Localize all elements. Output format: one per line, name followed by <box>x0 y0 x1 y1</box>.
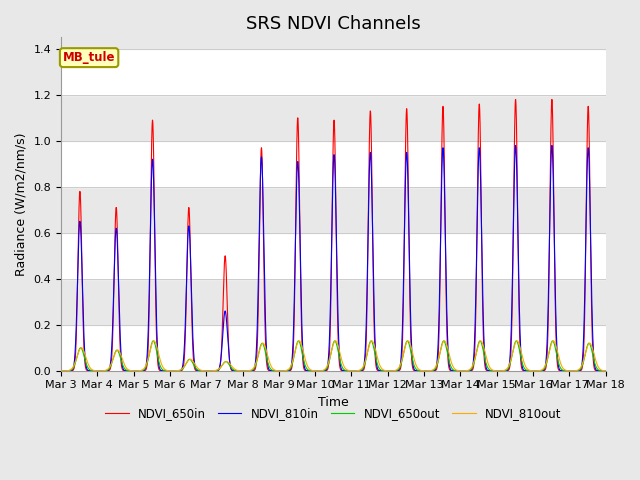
Bar <box>61 233 605 279</box>
Line: NDVI_650out: NDVI_650out <box>61 341 605 371</box>
NDVI_810in <box>548 143 556 148</box>
NDVI_810out <box>602 368 609 373</box>
NDVI_650out <box>261 347 269 353</box>
NDVI_650in <box>602 368 609 373</box>
NDVI_650out <box>486 367 493 373</box>
NDVI_650in <box>486 368 493 373</box>
Bar <box>61 325 605 371</box>
NDVI_810out <box>408 349 416 355</box>
NDVI_650in <box>600 368 607 373</box>
Bar <box>61 187 605 233</box>
Bar <box>61 95 605 141</box>
NDVI_650out <box>602 368 609 373</box>
NDVI_650in <box>261 317 269 323</box>
NDVI_650in <box>408 363 416 369</box>
NDVI_650in <box>173 368 181 373</box>
NDVI_650in <box>548 96 556 102</box>
NDVI_810out <box>550 338 557 344</box>
NDVI_810in <box>486 368 493 373</box>
Bar <box>61 37 605 49</box>
NDVI_810out <box>486 364 493 370</box>
NDVI_810in <box>168 368 175 373</box>
Legend: NDVI_650in, NDVI_810in, NDVI_650out, NDVI_810out: NDVI_650in, NDVI_810in, NDVI_650out, NDV… <box>100 402 566 425</box>
NDVI_810out <box>57 368 65 373</box>
X-axis label: Time: Time <box>318 396 349 409</box>
NDVI_650in <box>168 368 175 373</box>
NDVI_650out <box>173 368 181 373</box>
NDVI_650out <box>408 356 416 362</box>
Line: NDVI_650in: NDVI_650in <box>61 99 605 371</box>
NDVI_650out <box>600 368 607 373</box>
NDVI_650out <box>548 338 556 344</box>
NDVI_810in <box>57 368 65 373</box>
NDVI_650in <box>57 368 65 373</box>
NDVI_810out <box>600 368 607 373</box>
Bar <box>61 49 605 95</box>
NDVI_650out <box>168 368 175 373</box>
Text: MB_tule: MB_tule <box>63 51 115 64</box>
NDVI_810in <box>261 294 269 300</box>
NDVI_650out <box>57 368 65 373</box>
Y-axis label: Radiance (W/m2/nm/s): Radiance (W/m2/nm/s) <box>15 132 28 276</box>
Title: SRS NDVI Channels: SRS NDVI Channels <box>246 15 420 33</box>
NDVI_810in <box>408 356 416 362</box>
NDVI_810in <box>600 368 607 373</box>
Bar <box>61 141 605 187</box>
Line: NDVI_810in: NDVI_810in <box>61 145 605 371</box>
NDVI_810out <box>173 368 181 373</box>
Line: NDVI_810out: NDVI_810out <box>61 341 605 371</box>
Bar <box>61 279 605 325</box>
NDVI_810in <box>173 368 181 373</box>
NDVI_810out <box>261 343 269 349</box>
NDVI_810in <box>602 368 609 373</box>
NDVI_810out <box>168 368 175 373</box>
